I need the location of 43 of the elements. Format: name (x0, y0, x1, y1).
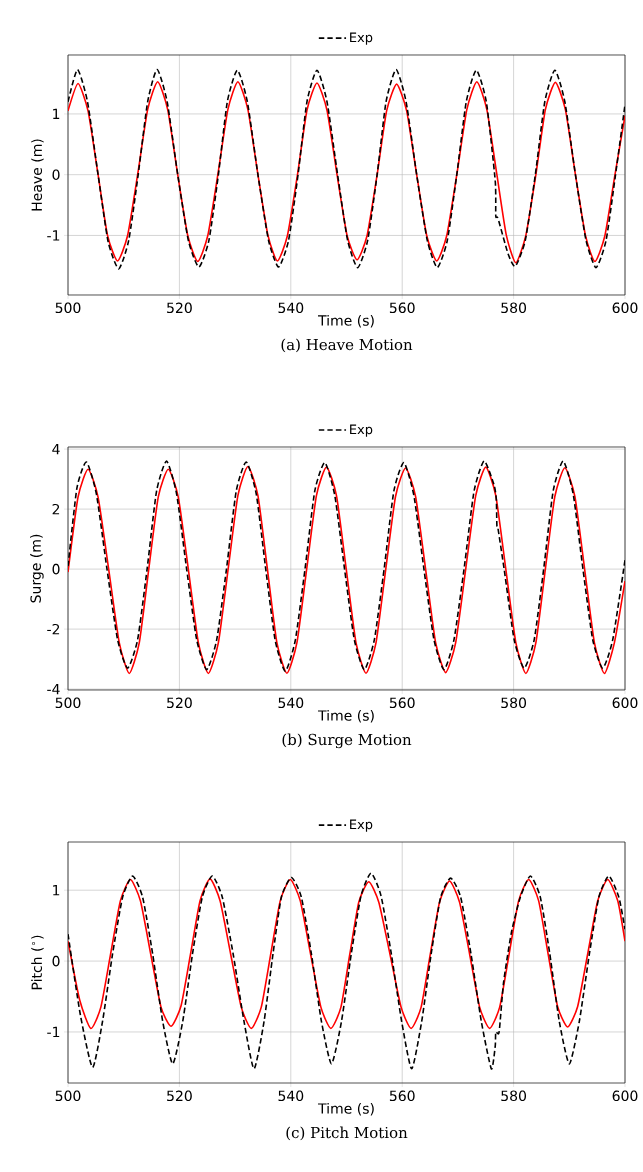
x-tick-label: 560 (389, 302, 415, 314)
x-tick-label: 560 (389, 697, 415, 709)
y-tick-label: 0 (52, 169, 60, 180)
legend-label: Exp (350, 819, 373, 832)
y-axis-title: Heave (m) (31, 139, 44, 211)
x-tick-label: 580 (501, 302, 527, 314)
y-tick-label: 1 (53, 885, 60, 896)
x-tick-label: 500 (55, 1090, 81, 1102)
text: (b) Surge Motion (282, 733, 412, 749)
y-axis-title: Surge (m) (30, 534, 44, 603)
x-tick-label: 500 (55, 697, 81, 709)
text: (a) Heave Motion (281, 338, 413, 353)
x-tick-label: 580 (501, 1090, 527, 1102)
x-tick-label: 600 (612, 1090, 638, 1102)
y-axis-title: Pitch ($^{∘}$) (31, 935, 44, 990)
y-tick-label: -2 (47, 623, 60, 635)
text: (c) Pitch Motion (286, 1126, 408, 1141)
line-series (68, 872, 626, 1070)
x-tick-label: 500 (55, 302, 81, 314)
x-tick-label: 520 (167, 1090, 192, 1102)
line-series (68, 878, 626, 1030)
y-tick-label: -1 (47, 230, 60, 241)
x-tick-label: 560 (389, 1090, 415, 1102)
x-tick-label: 540 (278, 302, 304, 314)
x-axis-title: Time (s) (317, 314, 374, 328)
y-tick-label: -1 (47, 1026, 60, 1038)
y-tick-label: -4 (47, 683, 60, 695)
legend-label: Exp (350, 424, 373, 437)
y-tick-label: 2 (52, 503, 60, 515)
x-tick-label: 580 (501, 697, 527, 709)
x-axis-title: Time (s) (317, 709, 374, 723)
y-tick-label: 0 (52, 563, 60, 575)
x-tick-label: 600 (612, 697, 638, 709)
x-tick-label: 520 (167, 697, 192, 709)
y-tick-label: 0 (52, 955, 60, 967)
y-tick-label: 4 (52, 444, 60, 455)
x-axis-title: Time (s) (317, 1102, 374, 1116)
x-tick-label: 600 (612, 302, 638, 314)
y-tick-label: 1 (53, 108, 60, 120)
x-tick-label: 520 (167, 302, 192, 314)
x-tick-label: 540 (278, 1090, 304, 1102)
legend-label: Exp (350, 32, 373, 45)
x-tick-label: 540 (278, 697, 304, 709)
